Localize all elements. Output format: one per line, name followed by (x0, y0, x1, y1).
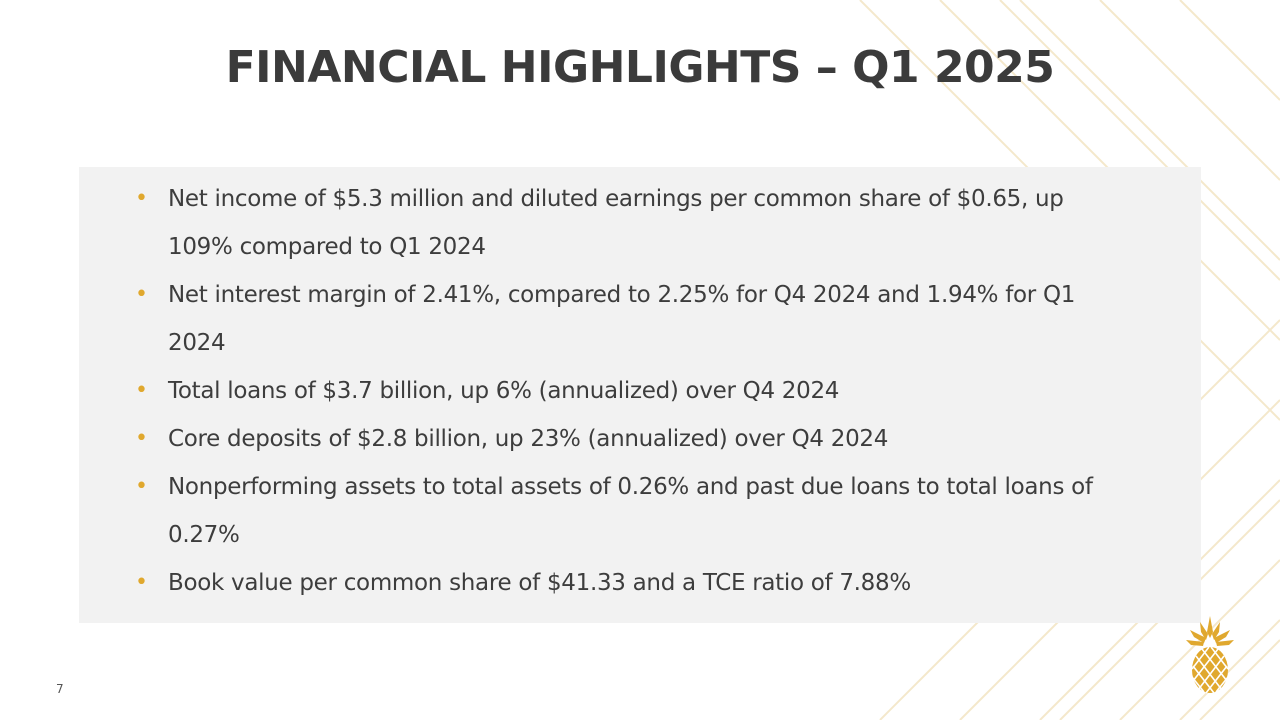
bullet-icon: • (135, 570, 148, 595)
highlight-text: Nonperforming assets to total assets of … (168, 474, 1093, 548)
page-number: 7 (56, 682, 64, 696)
bullet-icon: • (135, 186, 148, 211)
highlight-nonperforming-assets: • Nonperforming assets to total assets o… (135, 463, 1135, 559)
highlight-net-income: • Net income of $5.3 million and diluted… (135, 175, 1135, 271)
slide-title: FINANCIAL HIGHLIGHTS – Q1 2025 (225, 42, 1055, 93)
bullet-icon: • (135, 282, 148, 307)
bullet-icon: • (135, 426, 148, 451)
pineapple-icon (1186, 616, 1234, 694)
highlight-total-loans: • Total loans of $3.7 billion, up 6% (an… (135, 367, 1135, 415)
highlight-text: Net interest margin of 2.41%, compared t… (168, 282, 1076, 356)
highlight-net-interest-margin: • Net interest margin of 2.41%, compared… (135, 271, 1135, 367)
highlights-list: • Net income of $5.3 million and diluted… (135, 175, 1135, 607)
highlights-panel: • Net income of $5.3 million and diluted… (79, 167, 1201, 623)
highlight-book-value: • Book value per common share of $41.33 … (135, 559, 1135, 607)
highlight-core-deposits: • Core deposits of $2.8 billion, up 23% … (135, 415, 1135, 463)
highlight-text: Core deposits of $2.8 billion, up 23% (a… (168, 426, 889, 452)
highlight-text: Total loans of $3.7 billion, up 6% (annu… (168, 378, 840, 404)
highlight-text: Net income of $5.3 million and diluted e… (168, 186, 1064, 260)
bullet-icon: • (135, 378, 148, 403)
bullet-icon: • (135, 474, 148, 499)
highlight-text: Book value per common share of $41.33 an… (168, 570, 911, 596)
